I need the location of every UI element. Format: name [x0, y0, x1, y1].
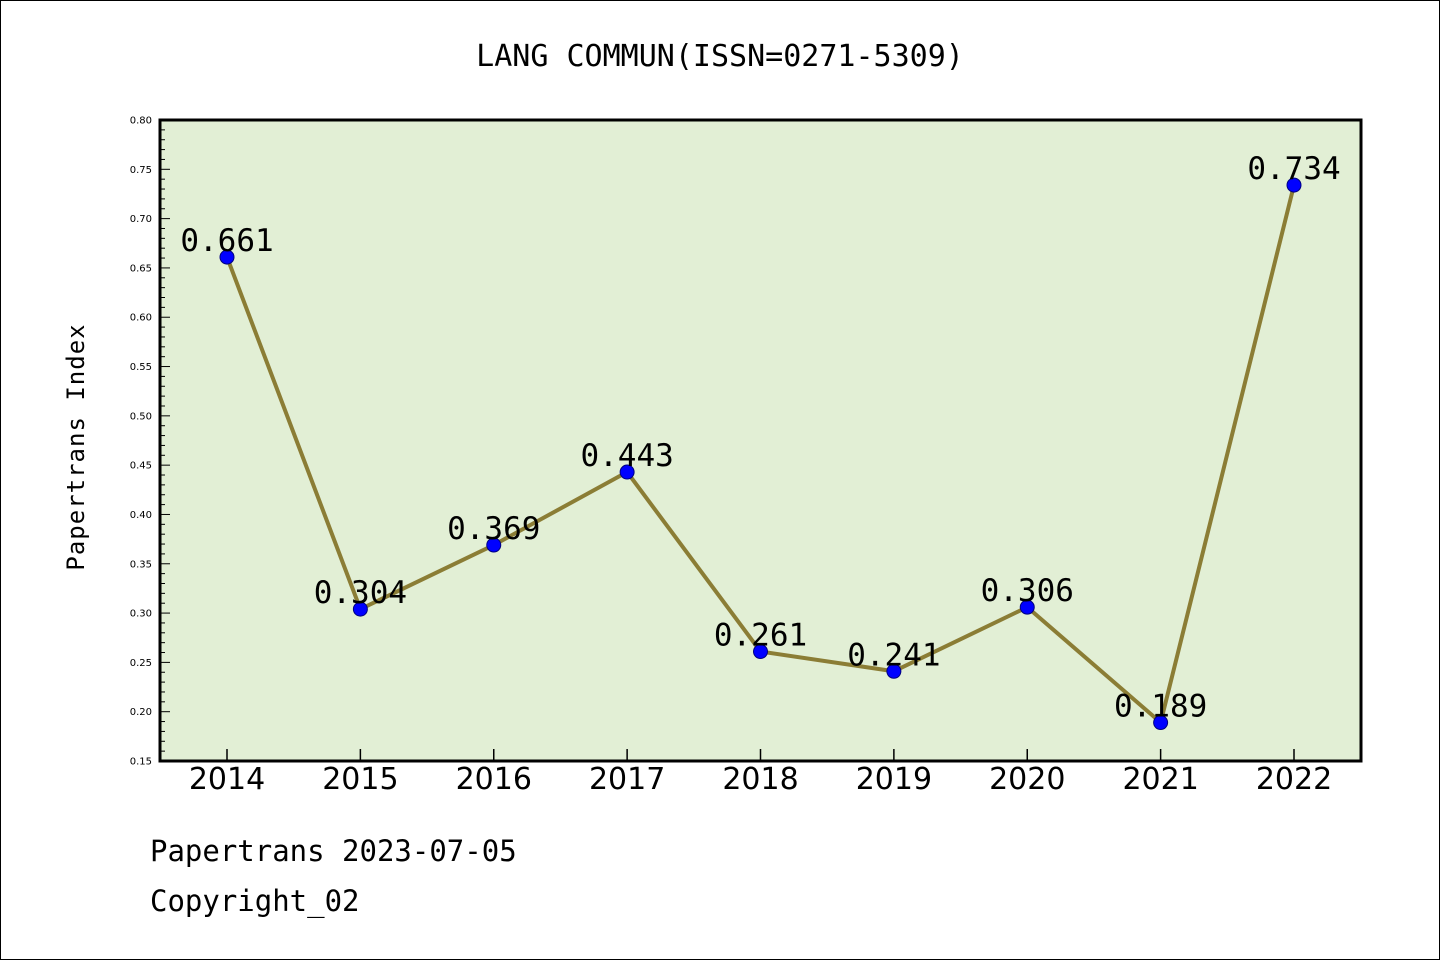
y-tick-label: 0.30: [130, 609, 152, 620]
data-point: [219, 249, 235, 265]
x-tick-label: 2015: [322, 762, 398, 797]
data-point: [886, 663, 902, 679]
data-label: 0.241: [847, 637, 940, 673]
x-tick-label: 2016: [456, 762, 532, 797]
plot-border: [158, 118, 1363, 763]
y-tick-label: 0.75: [130, 165, 152, 176]
data-label: 0.304: [314, 575, 407, 611]
data-label: 0.189: [1114, 689, 1207, 725]
y-tick-label: 0.20: [130, 707, 152, 718]
data-point: [753, 644, 768, 660]
footer-copyright: Copyright_02: [150, 884, 360, 918]
y-axis-label: Papertrans Index: [62, 323, 90, 570]
x-tick-label: 2017: [589, 762, 665, 797]
data-label: 0.369: [447, 511, 540, 547]
chart-title: LANG COMMUN(ISSN=0271-5309): [476, 39, 964, 74]
x-axis: 2014 2015 2016 2017 2018 2019 2020 2021 2022: [189, 749, 1332, 797]
data-point: [619, 464, 635, 480]
data-label: 0.661: [180, 223, 273, 259]
x-tick-label: 2020: [989, 762, 1065, 797]
data-point: [1286, 177, 1302, 193]
y-tick-label: 0.45: [130, 461, 152, 472]
data-label: 0.306: [981, 573, 1074, 609]
y-tick-label: 0.55: [130, 362, 152, 373]
y-tick-label: 0.15: [130, 757, 152, 768]
data-point: [1019, 599, 1035, 615]
marker-group: [219, 177, 1302, 731]
y-tick-label: 0.70: [130, 214, 152, 225]
x-tick-label: 2019: [856, 762, 932, 797]
y-tick-label: 0.65: [130, 263, 152, 274]
y-tick-label: 0.35: [130, 559, 152, 570]
data-label: 0.734: [1247, 151, 1340, 187]
data-label-group: 0.661 0.304 0.369 0.443 0.261 0.241 0.306 0.189…: [180, 151, 1340, 724]
data-point: [486, 537, 502, 553]
data-point: [352, 601, 368, 617]
x-tick-label: 2014: [189, 762, 265, 797]
plot-area: [160, 120, 1361, 761]
data-label: 0.443: [580, 438, 673, 474]
x-tick-label: 2022: [1256, 762, 1332, 797]
data-label: 0.261: [714, 618, 807, 654]
y-tick-label: 0.40: [130, 510, 152, 521]
footer-date: Papertrans 2023-07-05: [150, 834, 517, 868]
x-tick-label: 2021: [1122, 762, 1198, 797]
y-tick-label: 0.25: [130, 658, 152, 669]
y-tick-label: 0.50: [130, 411, 152, 422]
y-tick-label: 0.80: [130, 116, 152, 127]
y-tick-label: 0.60: [130, 313, 152, 324]
data-point: [1153, 715, 1169, 731]
x-tick-label: 2018: [722, 762, 798, 797]
